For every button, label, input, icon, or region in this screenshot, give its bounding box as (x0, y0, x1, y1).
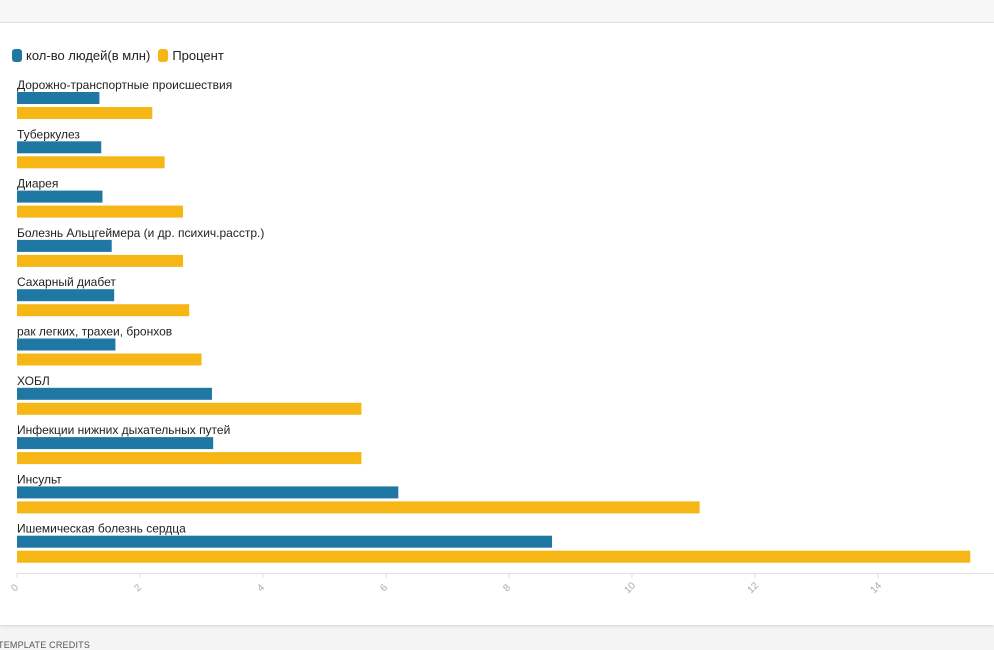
x-tick-label: 0 (9, 582, 21, 594)
chart-card (0, 23, 994, 625)
legend-item-series-1[interactable]: Процент (158, 47, 224, 63)
bar-series-0[interactable] (17, 486, 399, 499)
legend-swatch-series-0 (12, 48, 22, 62)
legend-item-series-0[interactable]: кол-во людей(в млн) (12, 48, 150, 63)
chart-legend: кол-во людей(в млн) Процент (12, 46, 232, 64)
x-tick-label: 6 (378, 582, 390, 594)
x-tick-label: 2 (132, 582, 144, 594)
x-tick-label: 4 (255, 582, 267, 594)
bar-series-0[interactable] (17, 289, 115, 302)
x-tick-label: 12 (745, 580, 761, 596)
category-label: Инфекции нижних дыхательных путей (17, 423, 230, 437)
template-credits-link[interactable]: TEMPLATE CREDITS (0, 640, 91, 650)
bar-series-1[interactable] (17, 353, 202, 366)
bar-series-1[interactable] (17, 205, 184, 218)
legend-swatch-series-1 (158, 48, 169, 62)
category-label: Инсульт (17, 472, 62, 486)
top-bar (0, 0, 994, 23)
bar-series-1[interactable] (17, 501, 700, 514)
x-tick-label: 8 (501, 582, 513, 594)
bar-series-1[interactable] (17, 107, 153, 119)
category-label: Туберкулез (17, 127, 80, 141)
bar-series-0[interactable] (17, 141, 102, 154)
bar-series-0[interactable] (17, 92, 100, 104)
bar-series-1[interactable] (17, 156, 165, 169)
bar-series-1[interactable] (17, 304, 190, 317)
bar-series-1[interactable] (17, 452, 362, 465)
category-label: ХОБЛ (17, 374, 50, 388)
x-tick-label: 10 (622, 580, 638, 596)
bar-series-0[interactable] (17, 338, 116, 351)
bar-series-0[interactable] (17, 387, 212, 400)
category-label: Диарея (17, 177, 58, 191)
category-label: рак легких, трахеи, бронхов (17, 325, 172, 339)
bar-series-0[interactable] (17, 535, 553, 548)
bar-series-1[interactable] (17, 254, 184, 267)
bar-series-0[interactable] (17, 190, 103, 203)
bar-series-0[interactable] (17, 239, 112, 252)
x-tick-label: 14 (868, 580, 884, 596)
category-label: Дорожно-транспортные происшествия (17, 78, 232, 92)
legend-label-series-1: Процент (172, 47, 224, 63)
category-label: Сахарный диабет (17, 275, 116, 289)
bar-series-1[interactable] (17, 550, 971, 563)
legend-label-series-0: кол-во людей(в млн) (26, 47, 151, 63)
bar-series-1[interactable] (17, 402, 362, 415)
category-label: Болезнь Альцгеймера (и др. психич.расстр… (17, 226, 264, 240)
bar-series-0[interactable] (17, 437, 214, 450)
category-label: Ишемическая болезнь сердца (17, 522, 186, 536)
